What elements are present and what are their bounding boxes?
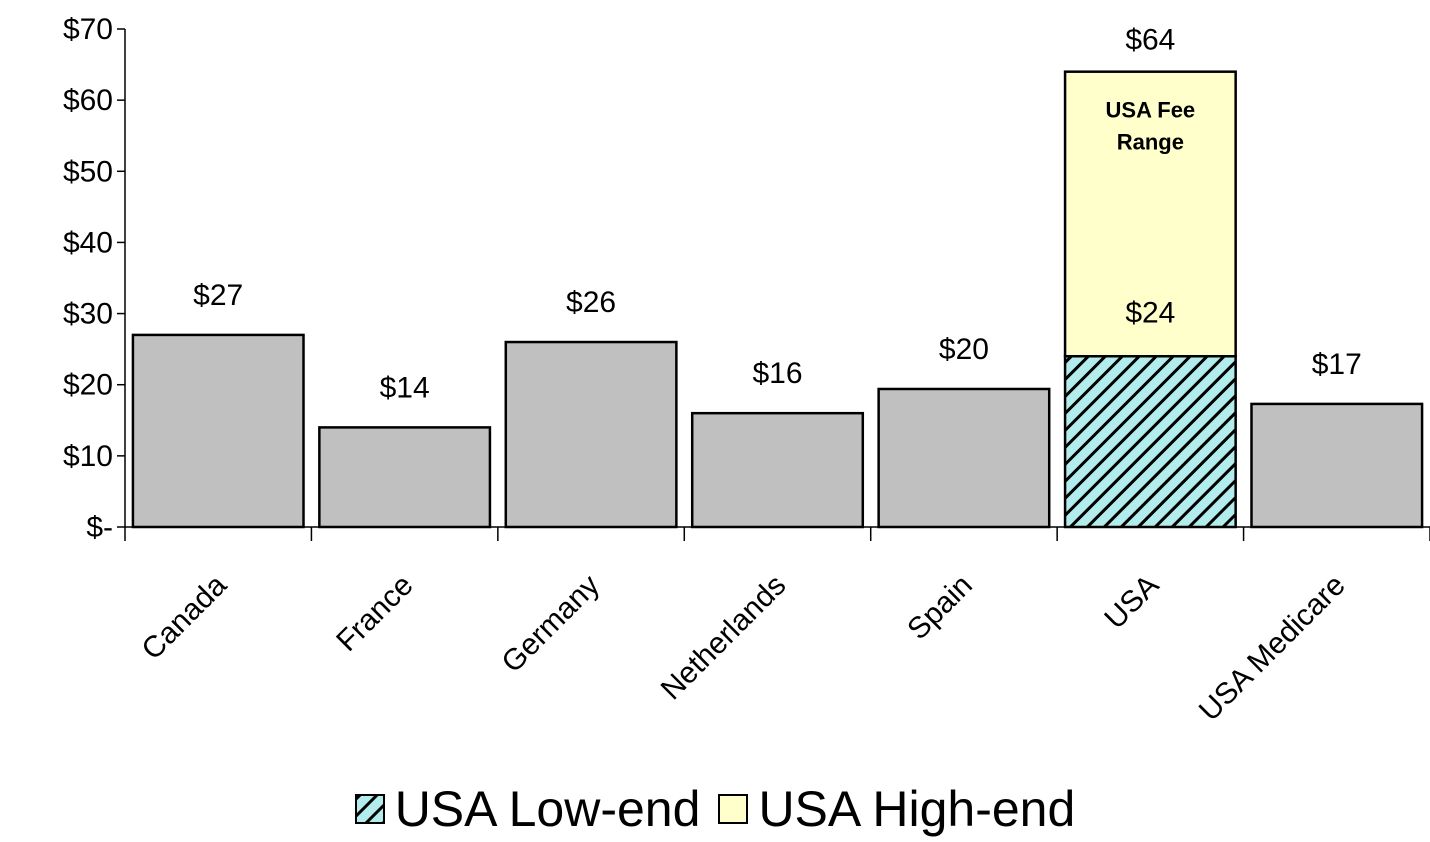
usa-fee-range-annotation-line1: USA Fee	[1106, 98, 1196, 123]
bar-canada	[131, 333, 305, 529]
y-tick-label: $10	[63, 440, 113, 473]
legend-swatch-high-end	[718, 794, 749, 824]
x-tick-label-usa: USA	[1098, 569, 1165, 636]
y-tick-label: $30	[63, 298, 113, 331]
bar-netherlands	[690, 411, 865, 529]
x-tick-label-germany: Germany	[495, 569, 606, 680]
y-tick-label: $70	[63, 13, 113, 46]
legend-swatch-low-end	[354, 794, 385, 824]
data-label-canada: $27	[193, 279, 243, 312]
data-label-usa-low: $24	[1125, 296, 1175, 329]
legend: USA Low-end USA High-end	[0, 780, 1430, 838]
x-tick-label-netherlands: Netherlands	[655, 569, 793, 707]
axes: $- $10 $20 $30 $40 $50 $60 $70	[63, 13, 1430, 544]
data-label-france: $14	[380, 371, 430, 404]
bar-france	[318, 426, 492, 529]
y-tick-label: $50	[63, 155, 113, 188]
x-tick-label-spain: Spain	[901, 569, 979, 647]
legend-item-high-end: USA High-end	[718, 780, 1075, 838]
usa-fee-range-annotation-line2: Range	[1117, 130, 1184, 155]
y-tick-label: $20	[63, 369, 113, 402]
data-label-germany: $26	[566, 286, 616, 319]
data-label-netherlands: $16	[752, 357, 802, 390]
bar-spain	[877, 387, 1051, 529]
bars	[131, 70, 1424, 529]
data-label-spain: $20	[939, 333, 989, 366]
legend-label-low-end: USA Low-end	[394, 781, 701, 837]
legend-label-high-end: USA High-end	[758, 781, 1076, 837]
data-label-usa-high: $64	[1125, 24, 1175, 57]
x-tick-label-usa-medicare: USA Medicare	[1193, 569, 1352, 728]
bar-usa-low-end	[1063, 355, 1237, 529]
bar-germany	[504, 340, 678, 529]
x-tick-label-canada: Canada	[136, 568, 234, 666]
legend-item-low-end: USA Low-end	[354, 780, 701, 838]
data-label-usa-medicare: $17	[1312, 348, 1362, 381]
y-tick-label: $60	[63, 84, 113, 117]
bar-usa-medicare	[1250, 402, 1424, 529]
y-tick-label: $-	[86, 511, 113, 544]
y-tick-label: $40	[63, 226, 113, 259]
bar-usa-high-end	[1063, 70, 1237, 358]
x-tick-label-france: France	[330, 569, 419, 658]
